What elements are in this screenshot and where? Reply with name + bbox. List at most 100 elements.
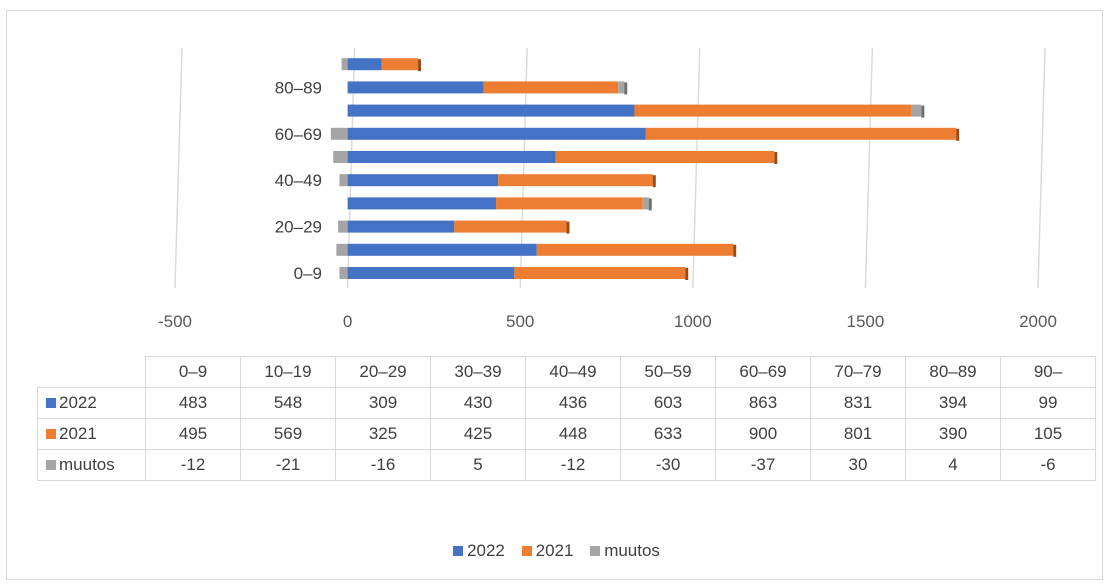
table-cell: 831 bbox=[810, 387, 906, 419]
table-cell: 900 bbox=[715, 418, 811, 450]
x-tick-label: 500 bbox=[506, 312, 534, 331]
bar-2022 bbox=[347, 81, 484, 94]
table-cell: 325 bbox=[335, 418, 431, 450]
table-cell: 425 bbox=[430, 418, 526, 450]
bar-2021 bbox=[514, 267, 686, 279]
bar-muutos-side bbox=[624, 82, 628, 95]
legend-swatch bbox=[521, 546, 532, 556]
bar-2022 bbox=[347, 174, 499, 187]
table-row-label: 2022 bbox=[37, 387, 146, 419]
table-cell: 863 bbox=[715, 387, 811, 419]
bar-2021 bbox=[496, 197, 643, 210]
table-header: 30–39 bbox=[430, 356, 526, 388]
table-cell: 569 bbox=[240, 418, 336, 450]
bar-2022 bbox=[347, 243, 537, 256]
bar-2021 bbox=[483, 81, 619, 94]
table-cell: 390 bbox=[905, 418, 1001, 450]
table-header: 70–79 bbox=[810, 356, 906, 388]
table-cell: 99 bbox=[1000, 387, 1096, 419]
bar-muutos-side bbox=[648, 198, 652, 211]
table-header: 80–89 bbox=[905, 356, 1001, 388]
x-tick-label: -500 bbox=[158, 312, 192, 331]
bar-muutos bbox=[336, 243, 348, 256]
legend-item-2021: 2021 bbox=[521, 541, 573, 561]
bar-2021 bbox=[645, 127, 957, 140]
bar-2022 bbox=[347, 151, 556, 163]
table-header: 20–29 bbox=[335, 356, 431, 388]
y-category-label: 80–89 bbox=[275, 78, 322, 97]
bar-muutos bbox=[330, 127, 348, 140]
bar-muutos bbox=[338, 220, 348, 233]
bar-muutos bbox=[910, 104, 922, 117]
table-cell: 430 bbox=[430, 387, 526, 419]
table-corner bbox=[37, 356, 146, 388]
table-header-row: 0–9 10–19 20–29 30–39 40–49 50–59 60–69 … bbox=[37, 356, 1096, 388]
table-cell: 495 bbox=[145, 418, 241, 450]
table-row: 2022 483 548 309 430 436 603 863 831 394… bbox=[37, 387, 1096, 419]
legend-item-muutos: muutos bbox=[590, 541, 660, 561]
data-table: 0–9 10–19 20–29 30–39 40–49 50–59 60–69 … bbox=[37, 356, 1096, 481]
bar-2021 bbox=[536, 243, 734, 256]
legend-swatch bbox=[453, 546, 464, 556]
y-category-label: 60–69 bbox=[275, 125, 322, 144]
bar-muutos-side bbox=[921, 105, 925, 118]
bar-2021 bbox=[381, 58, 419, 71]
table-cell: 801 bbox=[810, 418, 906, 450]
bar-2021-side bbox=[566, 221, 570, 234]
table-cell: 448 bbox=[525, 418, 621, 450]
bar-muutos bbox=[333, 151, 348, 163]
table-header: 90– bbox=[1000, 356, 1096, 388]
legend-swatch bbox=[590, 546, 601, 556]
table-cell: -30 bbox=[620, 449, 716, 481]
table-header: 60–69 bbox=[715, 356, 811, 388]
bar-2021-side bbox=[652, 175, 656, 188]
gridline bbox=[864, 47, 874, 289]
table-cell: -6 bbox=[1000, 449, 1096, 481]
bar-2021 bbox=[454, 220, 567, 233]
legend-key-2021 bbox=[46, 429, 56, 439]
gridline bbox=[1037, 47, 1046, 289]
bar-2021-side bbox=[418, 59, 422, 72]
bar-2022 bbox=[347, 104, 635, 117]
table-cell: 603 bbox=[620, 387, 716, 419]
x-tick-label: 1500 bbox=[846, 312, 884, 331]
table-cell: 436 bbox=[525, 387, 621, 419]
bar-muutos bbox=[339, 174, 348, 187]
table-row: muutos -12 -21 -16 5 -12 -30 -37 30 4 -6 bbox=[37, 449, 1096, 481]
x-tick-label: 2000 bbox=[1019, 312, 1057, 331]
legend-key-muutos bbox=[46, 460, 56, 470]
table-cell: -16 bbox=[335, 449, 431, 481]
bar-2022 bbox=[347, 58, 382, 71]
table-cell: -12 bbox=[145, 449, 241, 481]
bar-muutos bbox=[341, 58, 348, 71]
bar-2021-side bbox=[685, 268, 689, 280]
table-cell: 5 bbox=[430, 449, 526, 481]
table-header: 0–9 bbox=[145, 356, 241, 388]
bar-2022 bbox=[347, 267, 515, 279]
bar-muutos bbox=[618, 81, 625, 94]
bar-2021-side bbox=[733, 244, 737, 257]
y-category-label: 0–9 bbox=[294, 264, 322, 283]
bar-2022 bbox=[347, 197, 497, 210]
x-tick-label: 1000 bbox=[674, 312, 712, 331]
table-cell: 30 bbox=[810, 449, 906, 481]
gridline bbox=[174, 47, 183, 289]
bar-2022 bbox=[347, 220, 455, 233]
y-category-label: 20–29 bbox=[275, 218, 322, 237]
bar-2021 bbox=[634, 104, 911, 117]
table-cell: -12 bbox=[525, 449, 621, 481]
y-category-label: 40–49 bbox=[275, 171, 322, 190]
table-row-label: 2021 bbox=[37, 418, 146, 450]
x-tick-label: 0 bbox=[343, 312, 352, 331]
table-cell: 309 bbox=[335, 387, 431, 419]
bar-muutos bbox=[339, 267, 348, 279]
table-header: 40–49 bbox=[525, 356, 621, 388]
table-row-label: muutos bbox=[37, 449, 146, 481]
bar-muutos bbox=[642, 197, 649, 210]
legend-item-2022: 2022 bbox=[453, 541, 505, 561]
table-header: 10–19 bbox=[240, 356, 336, 388]
bar-2021 bbox=[498, 174, 653, 187]
table-row: 2021 495 569 325 425 448 633 900 801 390… bbox=[37, 418, 1096, 450]
table-cell: -21 bbox=[240, 449, 336, 481]
